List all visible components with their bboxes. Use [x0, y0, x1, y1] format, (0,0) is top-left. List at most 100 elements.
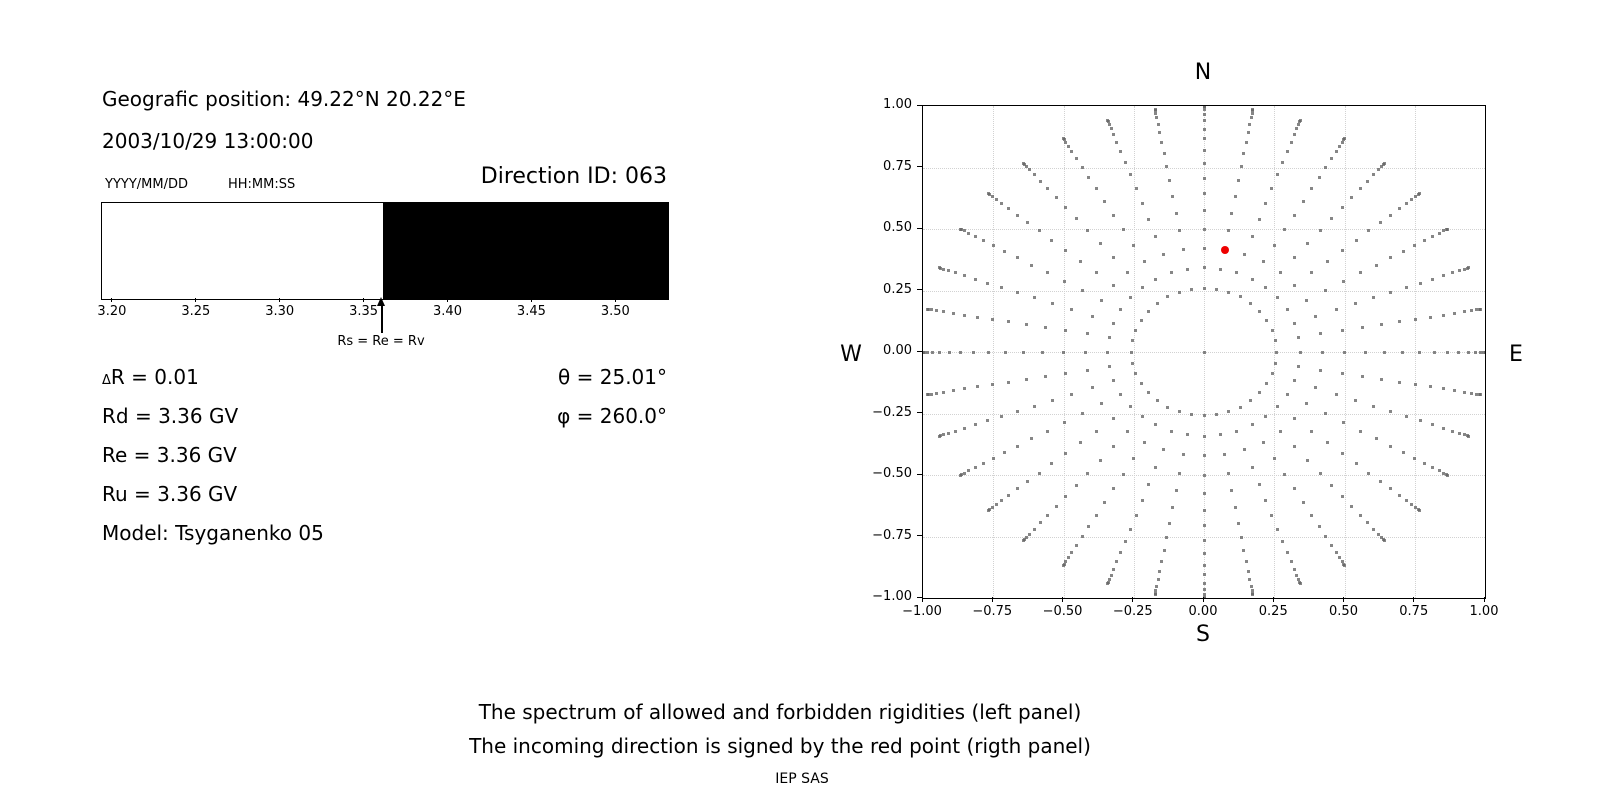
- scatter-dot: [1112, 256, 1116, 260]
- scatter-dot: [1000, 201, 1004, 205]
- scatter-dot: [1015, 409, 1019, 413]
- scatter-dot: [1158, 570, 1162, 574]
- scatter-dot: [1292, 133, 1296, 137]
- scatter-dot: [1366, 179, 1370, 183]
- scatter-dot: [1026, 480, 1030, 484]
- scatter-dot: [1340, 560, 1344, 564]
- scatter-dot: [1285, 550, 1289, 554]
- scatter-dot: [1235, 271, 1239, 275]
- scatter-dot: [1293, 283, 1297, 287]
- scatter-dot: [1388, 444, 1392, 448]
- scatter-dot: [1038, 179, 1042, 183]
- scatter-dot: [1466, 434, 1470, 438]
- scatter-dot: [1202, 592, 1206, 596]
- scatter-dot: [1064, 140, 1068, 144]
- scatter-dot: [1155, 399, 1159, 403]
- scatter-dot: [991, 457, 995, 461]
- scatter-dot: [1161, 252, 1165, 256]
- scatter-dot: [1243, 448, 1247, 452]
- scatter-dot: [1250, 589, 1254, 593]
- y-tick-label: −0.50: [872, 466, 912, 481]
- scatter-dot: [1431, 234, 1435, 238]
- scatter-dot: [1202, 552, 1206, 555]
- scatter-dot: [1317, 175, 1321, 179]
- scatter-dot: [1112, 133, 1116, 137]
- scatter-dot: [1445, 227, 1449, 231]
- scatter-dot: [1278, 430, 1282, 434]
- scatter-dot: [1202, 246, 1206, 250]
- scatter-dot: [1090, 314, 1094, 318]
- scatter-dot: [1112, 444, 1116, 448]
- scatter-dot: [1139, 382, 1143, 386]
- scatter-dot: [1340, 452, 1344, 456]
- scatter-dot: [1376, 168, 1380, 172]
- delta-r-line: ΔR = 0.01: [102, 366, 199, 392]
- scatter-dot: [1185, 433, 1189, 437]
- scatter-dot: [1310, 271, 1314, 275]
- scatter-dot: [1363, 350, 1367, 354]
- scatter-dot: [1324, 166, 1328, 169]
- scatter-dot: [1154, 234, 1158, 238]
- scatter-dot: [1111, 283, 1115, 287]
- x-tick-mark: [1132, 597, 1134, 602]
- scatter-dot: [1202, 106, 1206, 108]
- scatter-dot: [1165, 164, 1169, 168]
- spectrum-segment-allowed: [102, 203, 383, 299]
- scatter-dot: [1410, 197, 1414, 201]
- scatter-dot: [1121, 228, 1125, 232]
- scatter-dot: [1202, 473, 1206, 477]
- scatter-dot: [1258, 391, 1262, 395]
- scatter-dot: [1250, 277, 1254, 281]
- scatter-dot: [1469, 391, 1473, 395]
- scatter-dot: [1274, 339, 1278, 343]
- scatter-dot: [1226, 229, 1230, 233]
- scatter-dot: [1107, 365, 1111, 369]
- scatter-dot: [1466, 350, 1470, 354]
- x-tick-mark: [921, 597, 923, 602]
- x-tick-mark: [1062, 597, 1063, 602]
- scatter-dot: [1107, 578, 1111, 582]
- scatter-dot: [1342, 421, 1346, 425]
- scatter-dot: [1243, 252, 1247, 256]
- scatter-dot: [962, 313, 966, 317]
- x-tick-label: 3.30: [265, 304, 295, 319]
- scatter-dot: [947, 269, 951, 273]
- scatter-dot: [1372, 173, 1376, 177]
- scatter-dot: [1388, 213, 1392, 217]
- date-format-label: YYYY/MM/DD: [105, 177, 188, 192]
- scatter-dot: [1021, 538, 1025, 542]
- scatter-dot: [1275, 350, 1279, 354]
- scatter-dot: [1051, 302, 1055, 306]
- scatter-dot: [1169, 271, 1173, 275]
- scatter-dot: [1343, 350, 1346, 354]
- scatter-dot: [1417, 350, 1421, 354]
- scatter-dot: [1143, 440, 1147, 444]
- scatter-dot: [1473, 350, 1477, 354]
- scatter-dot: [1457, 350, 1461, 354]
- scatter-dot: [1353, 398, 1357, 402]
- scatter-dot: [1417, 192, 1421, 196]
- scatter-dot: [1442, 229, 1446, 233]
- scatter-dot: [1153, 108, 1157, 112]
- scatter-dot: [1024, 377, 1028, 381]
- scatter-dot: [1361, 325, 1365, 329]
- y-tick-mark: [917, 166, 922, 167]
- scatter-dot: [1087, 175, 1091, 179]
- scatter-dot: [986, 419, 990, 423]
- scatter-dot: [1024, 323, 1028, 327]
- scatter-dot: [962, 229, 966, 233]
- scatter-dot: [1075, 157, 1079, 161]
- scatter-dot: [1043, 375, 1047, 378]
- scatter-dot: [1064, 452, 1068, 456]
- scatter-dot: [1154, 277, 1158, 281]
- scatter-dot: [1281, 161, 1285, 165]
- phi-line: φ = 260.0°: [557, 404, 667, 428]
- scatter-dot: [1251, 592, 1255, 596]
- scatter-dot: [1130, 361, 1134, 365]
- scatter-dot: [938, 266, 942, 270]
- scatter-dot: [1000, 414, 1004, 418]
- scatter-dot: [1003, 451, 1007, 455]
- scatter-dot: [1079, 441, 1083, 445]
- scatter-dot: [942, 433, 946, 437]
- scatter-dot: [1146, 309, 1150, 313]
